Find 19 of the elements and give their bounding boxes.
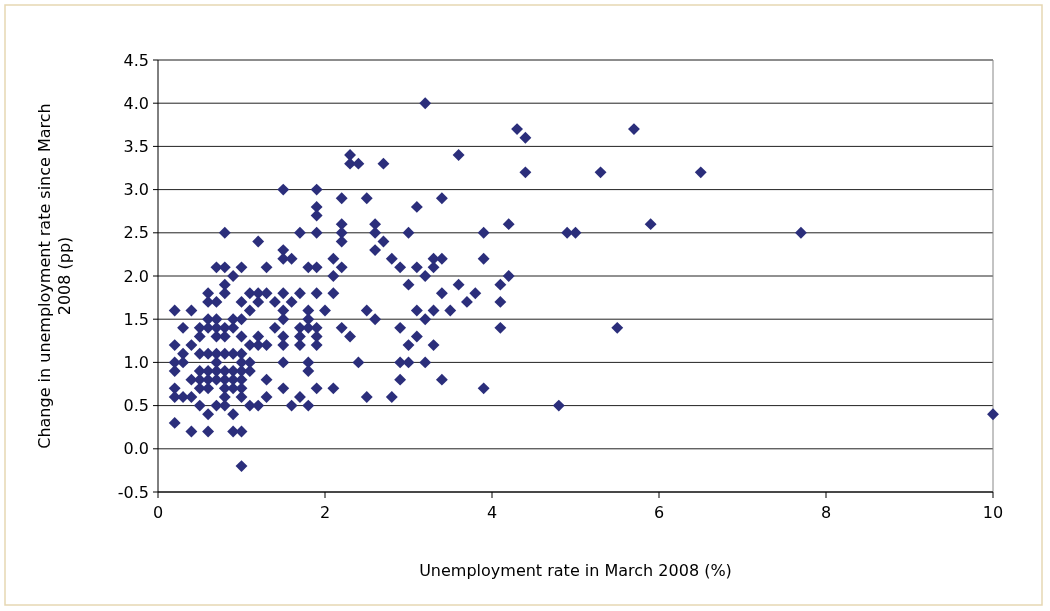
y-tick-label: 4.5 xyxy=(123,50,149,70)
x-tick-label: 6 xyxy=(653,503,665,522)
y-tick-label: 4.0 xyxy=(123,93,149,113)
x-tick-label: 8 xyxy=(820,503,832,522)
x-tick-label: 2 xyxy=(319,503,331,522)
y-tick-label: 3.5 xyxy=(123,137,149,156)
y-axis-title: Change in unemployment rate since March 2008 (pp) xyxy=(35,103,74,449)
x-tick-label: 0 xyxy=(152,503,164,522)
y-tick-label: 1.5 xyxy=(123,309,149,329)
y-tick-label: 2.0 xyxy=(123,266,149,286)
y-tick-label: -0.5 xyxy=(117,482,149,502)
y-tick-label: 0.5 xyxy=(123,396,149,416)
y-tick-label: 2.5 xyxy=(123,223,149,243)
y-tick-label: 0.0 xyxy=(123,439,149,459)
x-tick-label: 10 xyxy=(982,503,1004,522)
x-tick-label: 4 xyxy=(486,503,498,522)
y-tick-label: 1.0 xyxy=(123,353,149,372)
y-tick-label: 3.0 xyxy=(123,180,149,200)
x-axis-title: Unemployment rate in March 2008 (%) xyxy=(419,561,732,580)
